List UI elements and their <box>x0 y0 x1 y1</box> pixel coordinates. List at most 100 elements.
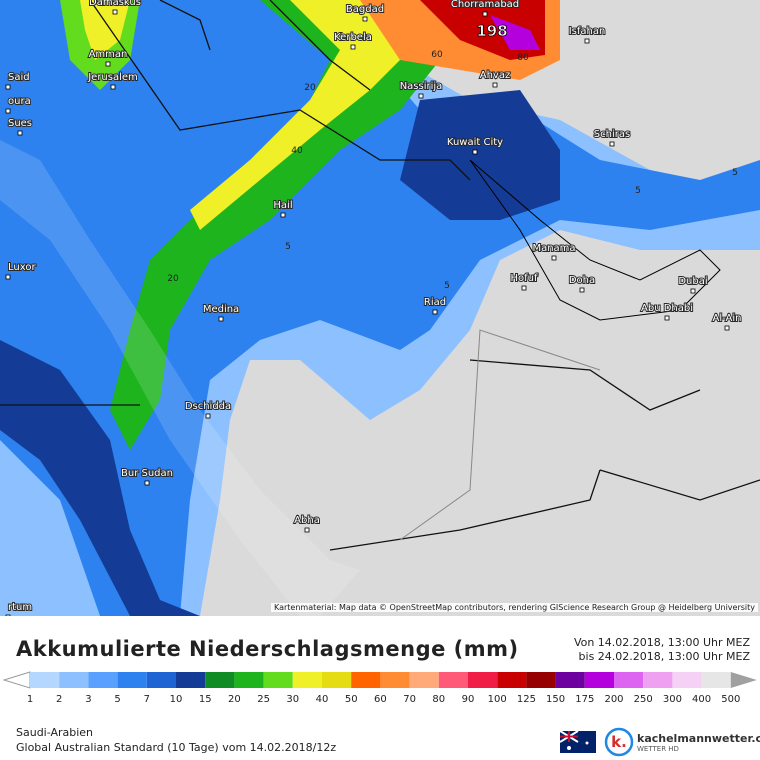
legend-label: 300 <box>663 694 682 705</box>
legend-label: 15 <box>199 694 212 705</box>
legend-swatch <box>701 672 731 688</box>
rain-green <box>110 0 440 450</box>
legend-swatch <box>59 672 89 688</box>
city-label: Al-Ain <box>713 313 742 324</box>
rain-mid <box>0 0 760 616</box>
legend-label: 40 <box>316 694 329 705</box>
max-label: 198 <box>476 22 507 40</box>
legend-label: 30 <box>286 694 299 705</box>
contour-label: 5 <box>635 186 641 196</box>
date-from: Von 14.02.2018, 13:00 Uhr MEZ <box>573 636 750 649</box>
city-marker <box>362 16 368 22</box>
model: Global Australian Standard (10 Tage) vom… <box>16 741 337 754</box>
city-marker <box>5 84 11 90</box>
city-marker <box>609 141 615 147</box>
city-marker <box>205 413 211 419</box>
legend-swatch <box>584 672 614 688</box>
legend-swatch <box>88 672 118 688</box>
city-label: Manama <box>532 243 575 254</box>
city-label: Dubai <box>678 276 707 287</box>
legend-label: 200 <box>604 694 623 705</box>
legend: 1 2 3 5 7 10 15 20 25 30 40 50 60 70 80 90 100 125 150 175 2… <box>2 671 757 705</box>
legend-label: 70 <box>403 694 416 705</box>
city-label: Dschidda <box>185 401 231 412</box>
attribution: Kartenmaterial: Map data © OpenStreetMap… <box>270 603 758 612</box>
city-label: Doha <box>569 275 595 286</box>
city-label: Bur Sudan <box>121 468 173 479</box>
contour-label: 60 <box>431 50 443 60</box>
legend-label: 25 <box>257 694 270 705</box>
legend-swatch <box>409 672 439 688</box>
legend-swatch <box>322 672 352 688</box>
region: Saudi-Arabien <box>16 726 94 739</box>
legend-label: 90 <box>462 694 475 705</box>
legend-swatch <box>146 672 176 688</box>
svg-text:k.: k. <box>611 733 627 751</box>
legend-label: 50 <box>345 694 358 705</box>
city-label: Damaskus <box>89 0 141 8</box>
legend-label: 5 <box>114 694 120 705</box>
rain-yellow <box>190 0 410 230</box>
city-label: Hofuf <box>510 273 537 284</box>
city-label: Abha <box>294 515 320 526</box>
city-label: Said <box>8 72 30 83</box>
city-label: Sues <box>8 118 32 129</box>
city-marker <box>690 288 696 294</box>
legend-arrow <box>2 671 31 689</box>
city-marker <box>724 325 730 331</box>
city-marker <box>432 309 438 315</box>
city-marker <box>521 285 527 291</box>
contour-label: 20 <box>167 274 179 284</box>
legend-label: 400 <box>692 694 711 705</box>
contour-label: 40 <box>291 146 303 156</box>
legend-swatch <box>380 672 410 688</box>
city-label: Chorramabad <box>451 0 519 10</box>
legend-label: 100 <box>488 694 507 705</box>
city-marker <box>5 274 11 280</box>
rain-yellow <box>80 0 130 60</box>
city-marker <box>144 480 150 486</box>
legend-label: 2 <box>56 694 62 705</box>
legend-label: 3 <box>85 694 91 705</box>
legend-label: 60 <box>374 694 387 705</box>
city-marker <box>492 82 498 88</box>
region-border <box>399 329 601 541</box>
city-label: Isfahan <box>569 26 606 37</box>
city-label: Schiras <box>594 129 630 140</box>
legend-label: 7 <box>144 694 150 705</box>
brand-logo: k. <box>604 727 634 757</box>
map: Damaskus Bagdad Chorramabad Isfahan Kerbela S… <box>0 0 760 616</box>
city-marker <box>350 44 356 50</box>
city-label: oura <box>8 96 31 107</box>
flag <box>560 731 596 753</box>
legend-swatch <box>30 672 60 688</box>
legend-arrow <box>730 672 757 688</box>
legend-label: 1 <box>27 694 33 705</box>
contour-label: 5 <box>444 281 450 291</box>
legend-label: 125 <box>517 694 536 705</box>
contour-label: 5 <box>285 242 291 252</box>
legend-swatch <box>176 672 206 688</box>
legend-swatch <box>351 672 381 688</box>
city-label: Kuwait City <box>447 137 503 148</box>
city-marker <box>664 315 670 321</box>
city-label: Hail <box>273 200 292 211</box>
legend-swatch <box>555 672 585 688</box>
city-marker <box>418 93 424 99</box>
legend-label: 80 <box>432 694 445 705</box>
legend-swatch <box>468 672 498 688</box>
city-marker <box>482 11 488 17</box>
brand: kachelmannwetter.com <box>637 732 760 745</box>
legend-swatch <box>614 672 644 688</box>
city-marker <box>17 130 23 136</box>
city-label: Nassirija <box>400 81 443 92</box>
city-marker <box>280 212 286 218</box>
rain-dark <box>0 340 200 616</box>
coastline <box>469 159 721 321</box>
city-marker <box>472 149 478 155</box>
city-label: Kerbela <box>334 32 372 43</box>
date-to: bis 24.02.2018, 13:00 Uhr MEZ <box>578 650 750 663</box>
legend-label: 20 <box>228 694 241 705</box>
legend-swatch <box>497 672 527 688</box>
city-label: Riad <box>424 297 446 308</box>
